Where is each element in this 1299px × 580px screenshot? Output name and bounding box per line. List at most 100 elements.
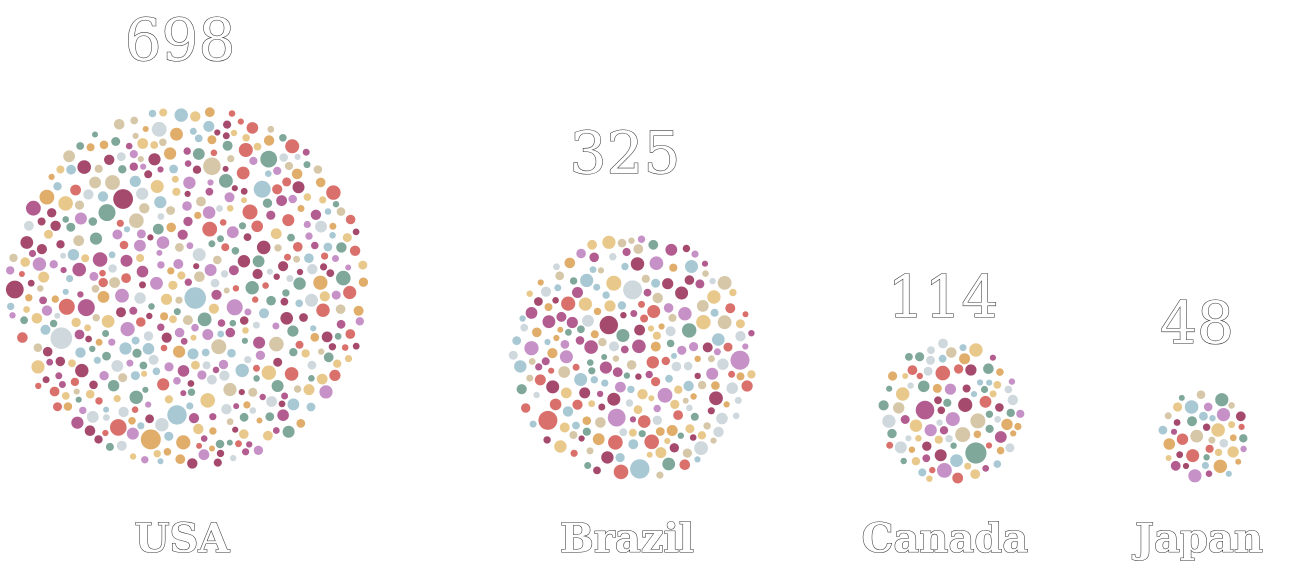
bubble-dot <box>1173 419 1181 426</box>
bubble-dot <box>732 412 740 420</box>
bubble-dot <box>321 331 333 343</box>
bubble-dot <box>190 334 197 341</box>
bubble-dot <box>962 384 971 393</box>
bubble-dot <box>691 250 699 258</box>
bubble-dot <box>532 327 542 338</box>
bubble-dot <box>1164 412 1172 420</box>
bubble-dot <box>184 160 192 167</box>
bubble-dot <box>633 244 644 254</box>
bubble-dot <box>152 367 161 376</box>
bubble-dot <box>679 459 691 471</box>
bubble-dot <box>296 268 304 276</box>
bubble-dot <box>148 303 155 310</box>
bubble-dot <box>632 339 646 354</box>
bubble-dot <box>677 432 684 439</box>
bubble-dot <box>615 381 626 393</box>
bubble-dot <box>216 449 225 458</box>
bubble-dot <box>227 348 236 358</box>
bubble-dot <box>723 342 733 352</box>
bubble-dot <box>652 331 662 340</box>
bubble-dot <box>959 344 967 352</box>
bubble-dot <box>91 284 100 293</box>
bubble-dot <box>305 293 318 307</box>
bubble-dot <box>650 341 661 352</box>
bubble-dot <box>140 429 161 450</box>
bubble-dot <box>552 297 559 304</box>
bubble-dot <box>628 237 635 244</box>
bubble-dot <box>306 402 316 412</box>
bubble-dot <box>248 387 258 397</box>
bubble-dot <box>620 345 629 354</box>
bubble-dot <box>345 329 356 339</box>
bubble-dot <box>36 244 48 255</box>
bubble-dot <box>686 404 693 412</box>
bubble-dot <box>570 449 578 457</box>
bubble-dot <box>1008 378 1016 385</box>
bubble-dot <box>288 194 298 204</box>
bubble-dot <box>516 384 527 395</box>
bubble-dot <box>240 187 248 195</box>
bubble-dot <box>204 107 215 118</box>
bubble-dot <box>886 385 893 392</box>
bubble-dot <box>534 374 546 386</box>
bubble-dot <box>272 322 280 330</box>
bubble-dot <box>945 412 960 427</box>
bubble-dot <box>17 332 28 343</box>
bubble-dot <box>274 244 282 252</box>
bubble-dot <box>617 238 627 248</box>
bubble-dot <box>717 358 729 370</box>
bubble-dot <box>84 425 96 437</box>
bubble-dot <box>911 457 921 466</box>
bubble-dot <box>313 275 328 290</box>
bubble-dot <box>270 228 282 240</box>
bubble-dot <box>558 366 571 378</box>
bubble-dot <box>173 345 186 358</box>
bubble-dot <box>136 229 146 239</box>
bubble-dot <box>917 380 930 393</box>
bubble-dot <box>293 277 306 290</box>
bubble-dot <box>86 143 95 152</box>
bubble-dot <box>1215 393 1229 407</box>
bubble-dot <box>129 162 138 171</box>
bubble-dot <box>243 401 251 409</box>
bubble-dot <box>285 139 300 154</box>
bubble-dot <box>982 465 990 472</box>
bubble-dot <box>126 427 139 440</box>
bubble-dot <box>625 399 634 407</box>
bubble-dot <box>694 456 701 463</box>
bubble-dot <box>203 120 215 132</box>
bubble-dot <box>280 312 294 325</box>
bubble-dot <box>582 416 592 426</box>
bubble-dot <box>696 315 711 330</box>
bubble-dot <box>742 311 749 318</box>
bubble-dot <box>544 338 551 346</box>
bubble-dot <box>627 385 635 394</box>
bubble-dot <box>965 442 987 464</box>
bubble-dot <box>326 185 341 200</box>
bubble-dot <box>1203 454 1210 461</box>
bubble-dot <box>537 279 544 286</box>
bubble-dot <box>584 340 598 354</box>
bubble-dot <box>269 336 284 352</box>
bubble-dot <box>690 412 699 421</box>
bubble-dot <box>908 446 916 453</box>
bubble-dot <box>219 219 227 226</box>
bubble-dot <box>637 389 648 400</box>
bubble-dot <box>252 296 259 303</box>
bubble-dot <box>194 134 203 143</box>
bubble-dot <box>194 271 205 283</box>
bubble-dot <box>242 448 250 456</box>
bubble-dot <box>113 189 133 209</box>
bubble-dot <box>209 413 217 421</box>
bubble-dot <box>602 291 610 299</box>
bubble-dot <box>671 352 677 359</box>
bubble-dot <box>986 379 993 386</box>
bubble-dot <box>943 398 952 407</box>
bubble-dot <box>622 247 631 257</box>
bubble-dot <box>728 370 736 378</box>
bubble-dot <box>217 235 224 243</box>
bubble-dot <box>694 355 701 362</box>
bubble-dot <box>666 425 678 436</box>
bubble-dot <box>97 191 109 202</box>
bubble-dot <box>663 303 674 313</box>
